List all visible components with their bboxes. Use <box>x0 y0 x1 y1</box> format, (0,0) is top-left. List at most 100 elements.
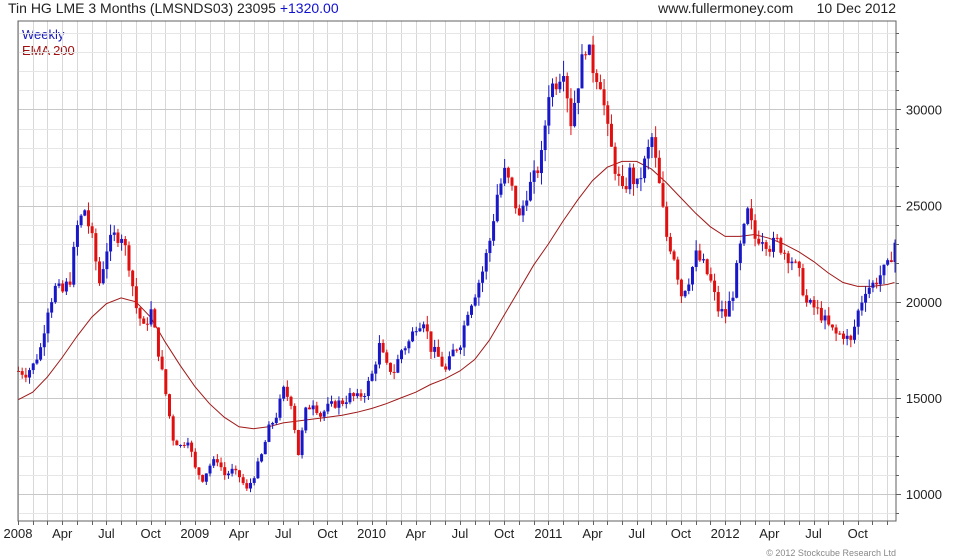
weekly-body <box>783 252 787 254</box>
weekly-body <box>768 248 772 252</box>
weekly-body <box>414 331 418 333</box>
weekly-body <box>35 359 39 364</box>
weekly-body <box>521 205 525 216</box>
weekly-body <box>179 444 183 446</box>
weekly-body <box>864 293 868 303</box>
x-tick-label: Jul <box>275 526 292 541</box>
weekly-body <box>249 482 253 489</box>
weekly-body <box>466 314 470 326</box>
weekly-body <box>871 282 875 288</box>
x-tick-label: Oct <box>848 526 869 541</box>
weekly-body <box>856 310 860 327</box>
weekly-body <box>562 76 566 82</box>
weekly-body <box>175 440 179 446</box>
weekly-body <box>72 246 76 285</box>
weekly-body <box>400 350 404 360</box>
weekly-body <box>683 290 687 297</box>
x-tick-label: 2011 <box>534 526 562 541</box>
weekly-body <box>83 210 87 216</box>
weekly-body <box>359 393 363 397</box>
weekly-body <box>860 302 864 311</box>
weekly-body <box>429 331 433 352</box>
x-tick-label: Oct <box>140 526 161 541</box>
weekly-body <box>53 285 57 303</box>
weekly-body <box>388 362 392 372</box>
weekly-body <box>613 146 617 174</box>
weekly-body <box>123 238 127 246</box>
weekly-body <box>425 324 429 332</box>
weekly-body <box>42 333 46 348</box>
weekly-body <box>495 194 499 222</box>
weekly-body <box>311 405 315 410</box>
weekly-body <box>458 347 462 350</box>
x-tick-label: Apr <box>582 526 603 541</box>
weekly-body <box>503 167 507 184</box>
weekly-body <box>245 483 249 489</box>
weekly-body <box>17 371 20 372</box>
weekly-body <box>256 461 260 479</box>
weekly-body <box>757 238 761 244</box>
weekly-body <box>801 268 805 296</box>
weekly-body <box>75 225 79 247</box>
x-tick-label: Jul <box>452 526 469 541</box>
weekly-body <box>167 394 171 417</box>
y-tick-label: 30000 <box>906 102 942 117</box>
weekly-body <box>267 424 271 442</box>
weekly-body <box>304 407 308 431</box>
weekly-body <box>716 292 720 312</box>
ema-layer <box>17 160 895 430</box>
weekly-body <box>539 150 543 174</box>
weekly-body <box>573 102 577 127</box>
weekly-body <box>138 308 142 319</box>
weekly-body <box>234 468 238 471</box>
weekly-body <box>226 473 230 476</box>
weekly-body <box>687 284 691 291</box>
weekly-body <box>28 370 32 378</box>
weekly-body <box>514 185 518 209</box>
weekly-body <box>635 178 639 185</box>
weekly-body <box>654 137 658 158</box>
weekly-body <box>263 441 267 455</box>
weekly-body <box>385 352 389 363</box>
weekly-body <box>208 465 212 474</box>
weekly-body <box>620 176 624 187</box>
weekly-body <box>260 454 264 462</box>
weekly-body <box>551 83 555 98</box>
weekly-body <box>886 260 890 265</box>
weekly-body <box>355 393 359 397</box>
weekly-body <box>797 261 801 269</box>
weekly-body <box>116 232 120 243</box>
x-tick-label: Jul <box>805 526 822 541</box>
weekly-body <box>171 416 175 441</box>
weekly-body <box>816 307 820 309</box>
weekly-body <box>709 274 713 281</box>
weekly-body <box>819 307 823 321</box>
weekly-body <box>219 462 223 468</box>
weekly-body <box>370 373 374 381</box>
website-link[interactable]: www.fullermoney.com <box>658 0 794 16</box>
ema-200-line <box>17 160 895 430</box>
weekly-body <box>381 342 385 353</box>
x-tick-label: Apr <box>229 526 250 541</box>
weekly-body <box>643 158 647 179</box>
weekly-body <box>134 286 138 309</box>
weekly-body <box>68 281 72 285</box>
legend-weekly: Weekly <box>22 27 65 42</box>
weekly-body <box>547 97 551 126</box>
weekly-body <box>204 473 208 482</box>
weekly-body <box>447 356 451 370</box>
weekly-body <box>646 146 650 159</box>
weekly-body <box>889 260 893 263</box>
weekly-body <box>676 259 680 280</box>
weekly-body <box>875 282 879 285</box>
weekly-body <box>845 335 849 339</box>
weekly-body <box>182 444 186 446</box>
weekly-body <box>764 242 768 249</box>
weekly-body <box>333 401 337 408</box>
weekly-body <box>403 348 407 351</box>
weekly-body <box>713 280 717 293</box>
x-tick-label: 2012 <box>711 526 740 541</box>
weekly-body <box>724 309 728 317</box>
weekly-body <box>665 206 669 237</box>
